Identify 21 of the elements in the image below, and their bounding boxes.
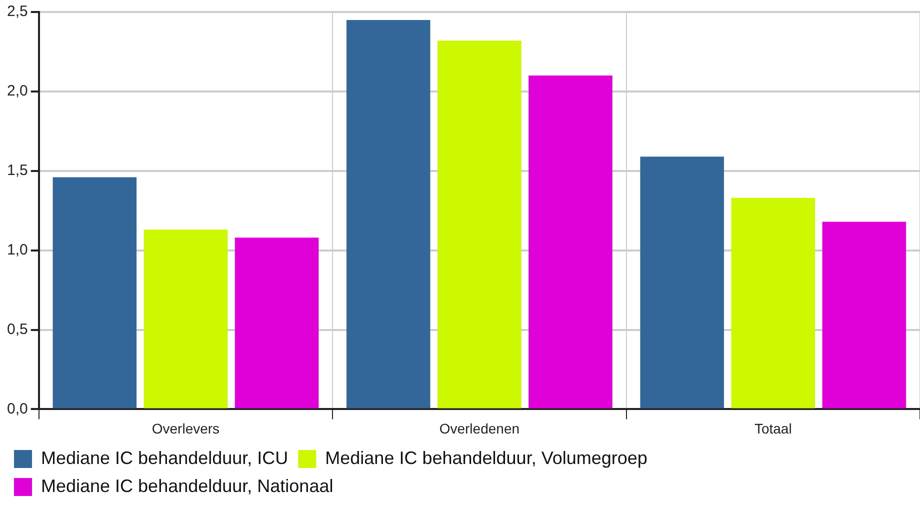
bar [346, 20, 430, 408]
legend-label: Mediane IC behandelduur, Volumegroep [325, 448, 648, 468]
bar [822, 222, 906, 408]
bar [640, 156, 724, 408]
x-tick-label: Overledenen [439, 420, 520, 436]
bar [528, 76, 612, 408]
y-tick-label: 2,0 [6, 82, 28, 100]
x-tick-label: Totaal [754, 420, 792, 436]
bar [234, 238, 319, 408]
y-tick-label: 0,5 [6, 320, 28, 338]
y-tick-label: 1,5 [6, 162, 28, 180]
y-tick-label: 1,0 [6, 241, 28, 258]
bar [731, 198, 816, 408]
bar [52, 177, 137, 408]
bar [144, 230, 228, 408]
legend-label: Mediane IC behandelduur, ICU [41, 448, 288, 468]
y-tick-label: 2,5 [6, 3, 28, 20]
legend-label: Mediane IC behandelduur, Nationaal [41, 476, 334, 496]
bar [438, 40, 522, 408]
x-tick-label: Overlevers [152, 420, 220, 436]
y-tick-label: 0,0 [6, 400, 28, 418]
